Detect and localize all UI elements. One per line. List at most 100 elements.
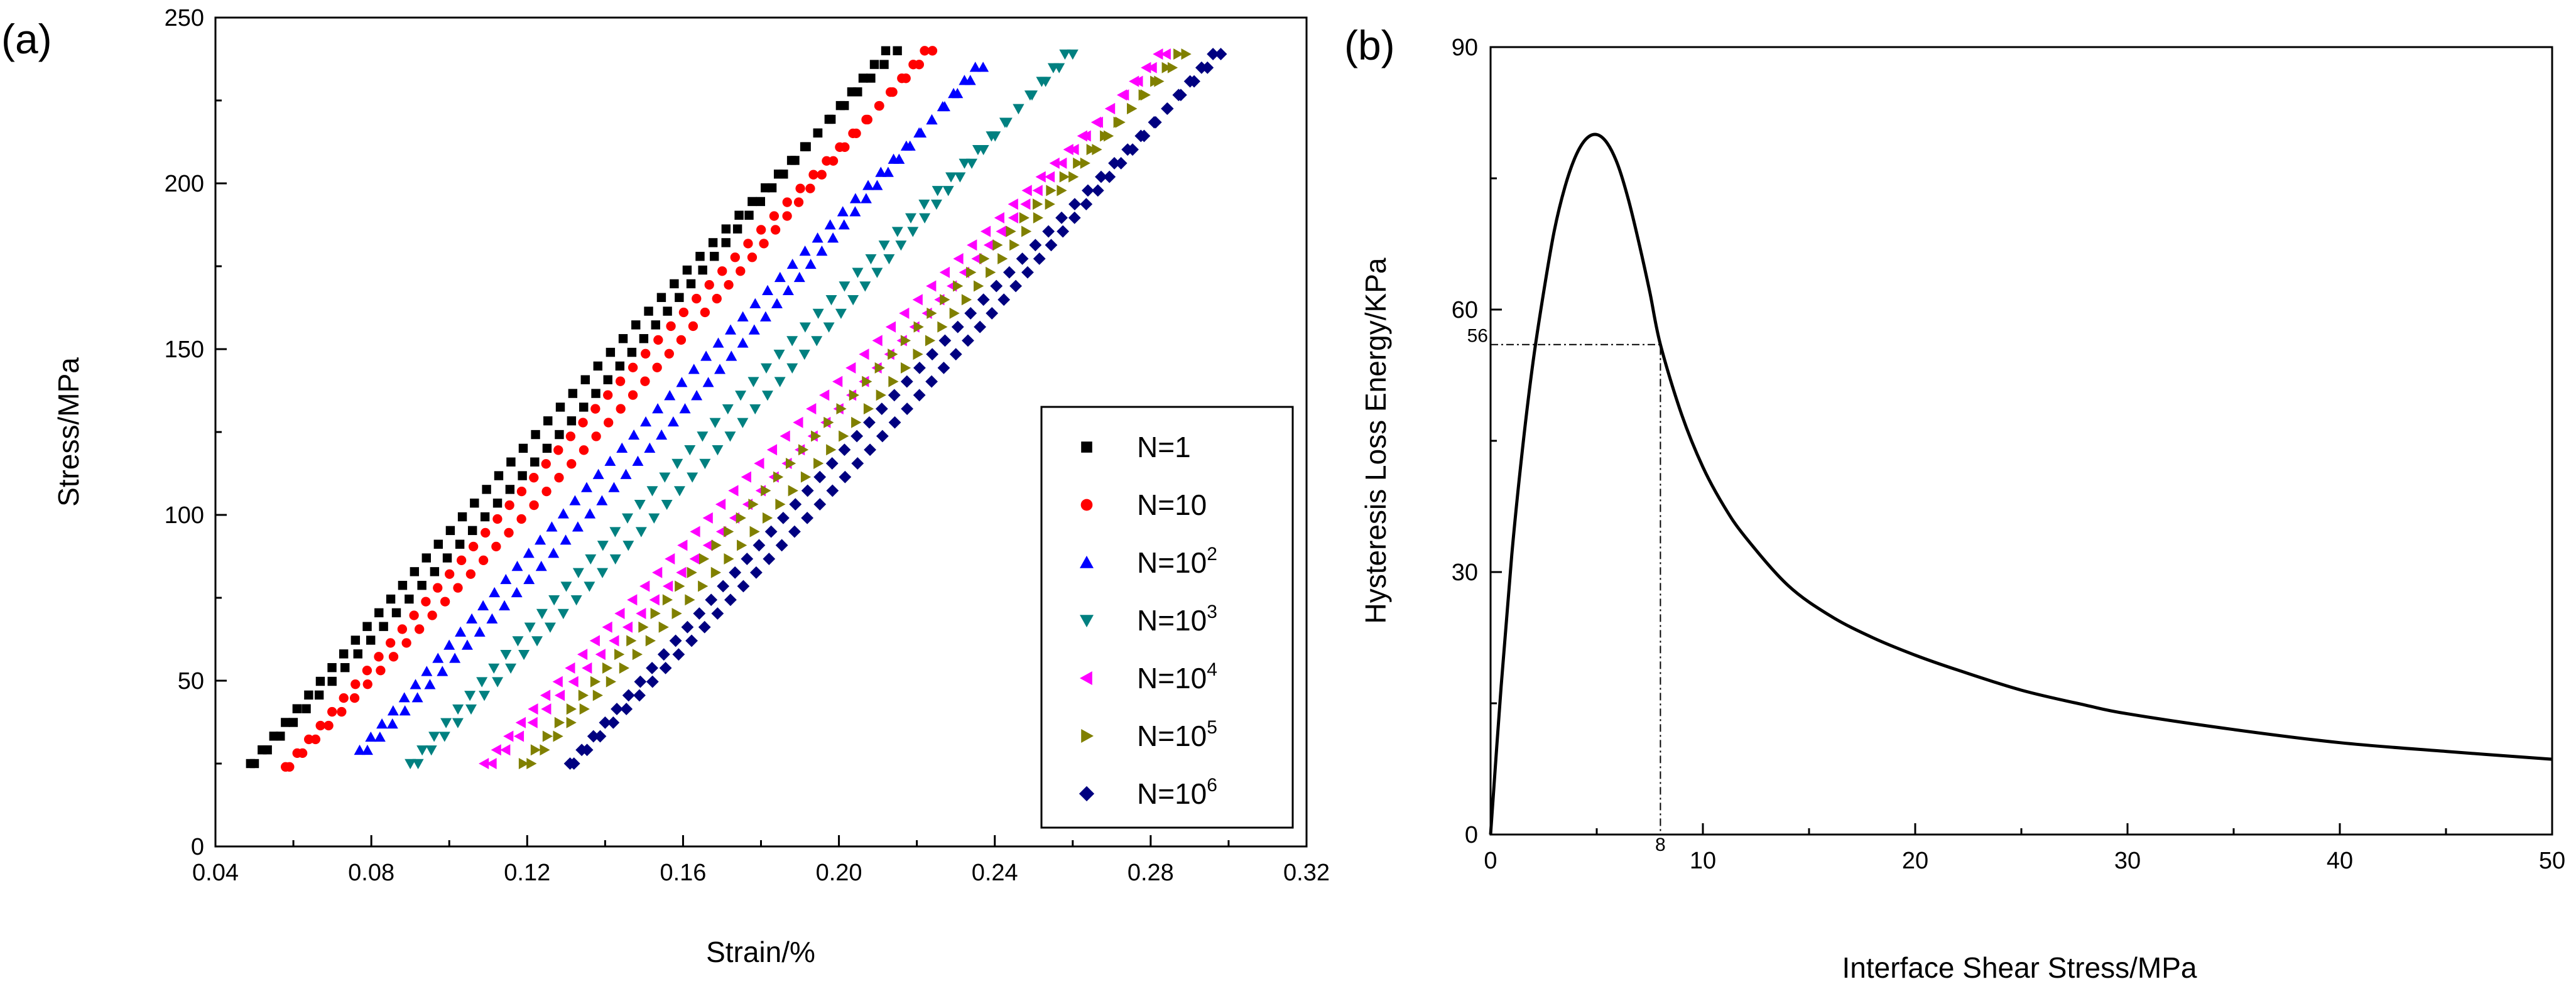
data-point [518, 758, 530, 769]
data-point [1129, 75, 1139, 87]
data-point [580, 482, 592, 492]
data-point [615, 361, 625, 371]
data-point [292, 704, 302, 713]
data-point [697, 431, 709, 442]
data-point [942, 186, 954, 197]
data-point [710, 252, 719, 261]
data-point [900, 375, 913, 388]
data-point [737, 311, 749, 322]
x-tick-label-a: 0.32 [1283, 860, 1330, 886]
data-point [786, 336, 798, 347]
data-point [698, 580, 709, 592]
data-point [480, 512, 490, 522]
data-point [879, 60, 889, 69]
data-point [592, 689, 603, 701]
data-point [609, 635, 619, 647]
data-point [1057, 185, 1067, 197]
data-point [675, 293, 684, 302]
series-line-hysteresis [1489, 132, 2553, 835]
data-point [304, 734, 314, 745]
data-point [646, 486, 658, 497]
data-point [777, 511, 790, 524]
data-point [609, 527, 621, 538]
data-point [639, 580, 650, 592]
data-point [1033, 252, 1046, 265]
data-point [1003, 266, 1016, 279]
data-point [633, 689, 646, 702]
data-point [374, 731, 386, 742]
data-point [531, 430, 540, 440]
data-point [673, 486, 685, 497]
data-point [518, 649, 530, 661]
data-point [712, 337, 724, 348]
data-point [500, 744, 511, 756]
data-point [901, 403, 914, 415]
data-point [590, 404, 601, 414]
data-point [591, 431, 601, 441]
data-point [715, 499, 726, 511]
data-point [893, 153, 905, 164]
data-point [452, 704, 464, 715]
data-point [798, 444, 809, 456]
data-point [806, 403, 817, 415]
legend-label: N=10 [1137, 489, 1207, 521]
data-point [949, 348, 962, 361]
panel-label-a: (a) [1, 16, 52, 62]
data-point [627, 594, 638, 606]
data-point [925, 375, 938, 388]
data-point [1021, 266, 1034, 279]
data-point [793, 197, 804, 207]
data-point [340, 662, 350, 673]
data-point [632, 649, 643, 661]
x-tick-label-b: 40 [2327, 848, 2353, 874]
data-point [569, 495, 581, 505]
data-point [888, 416, 901, 429]
data-point [888, 376, 899, 387]
data-point [540, 744, 550, 756]
data-point [724, 431, 736, 442]
data-point [634, 499, 646, 511]
data-point [874, 100, 884, 111]
data-point [836, 403, 847, 415]
x-axis-title-b: Interface Shear Stress/MPa [1842, 951, 2197, 984]
data-point [828, 156, 839, 166]
data-point [427, 610, 437, 620]
data-point [795, 183, 805, 193]
data-point [741, 471, 751, 483]
data-point [1108, 157, 1121, 170]
data-point [491, 541, 501, 552]
data-point [875, 166, 887, 177]
data-point [315, 676, 325, 686]
data-point [640, 376, 650, 386]
data-point [932, 186, 943, 197]
data-point [770, 225, 781, 235]
data-point [845, 362, 856, 374]
data-point [599, 716, 612, 729]
data-point [386, 638, 396, 648]
data-point [611, 703, 623, 715]
data-point [397, 624, 408, 634]
data-point [594, 730, 607, 743]
data-point [565, 662, 575, 674]
data-point [430, 567, 440, 576]
data-point [735, 391, 747, 401]
data-point [486, 613, 498, 624]
data-point [980, 225, 991, 237]
data-point [920, 46, 930, 56]
data-point [481, 527, 491, 538]
data-point [511, 586, 523, 598]
data-point [811, 336, 823, 347]
y-tick-label-b: 0 [1465, 822, 1478, 848]
data-point [628, 429, 640, 440]
data-point [786, 258, 798, 269]
data-point [1033, 212, 1044, 224]
data-point [769, 211, 780, 221]
data-point [1173, 48, 1184, 60]
data-point [433, 583, 443, 593]
data-point [773, 471, 784, 483]
data-point [805, 258, 817, 269]
data-point [579, 445, 589, 455]
data-point [516, 486, 527, 497]
x-tick-label-a: 0.24 [972, 860, 1018, 886]
data-point [557, 508, 569, 519]
